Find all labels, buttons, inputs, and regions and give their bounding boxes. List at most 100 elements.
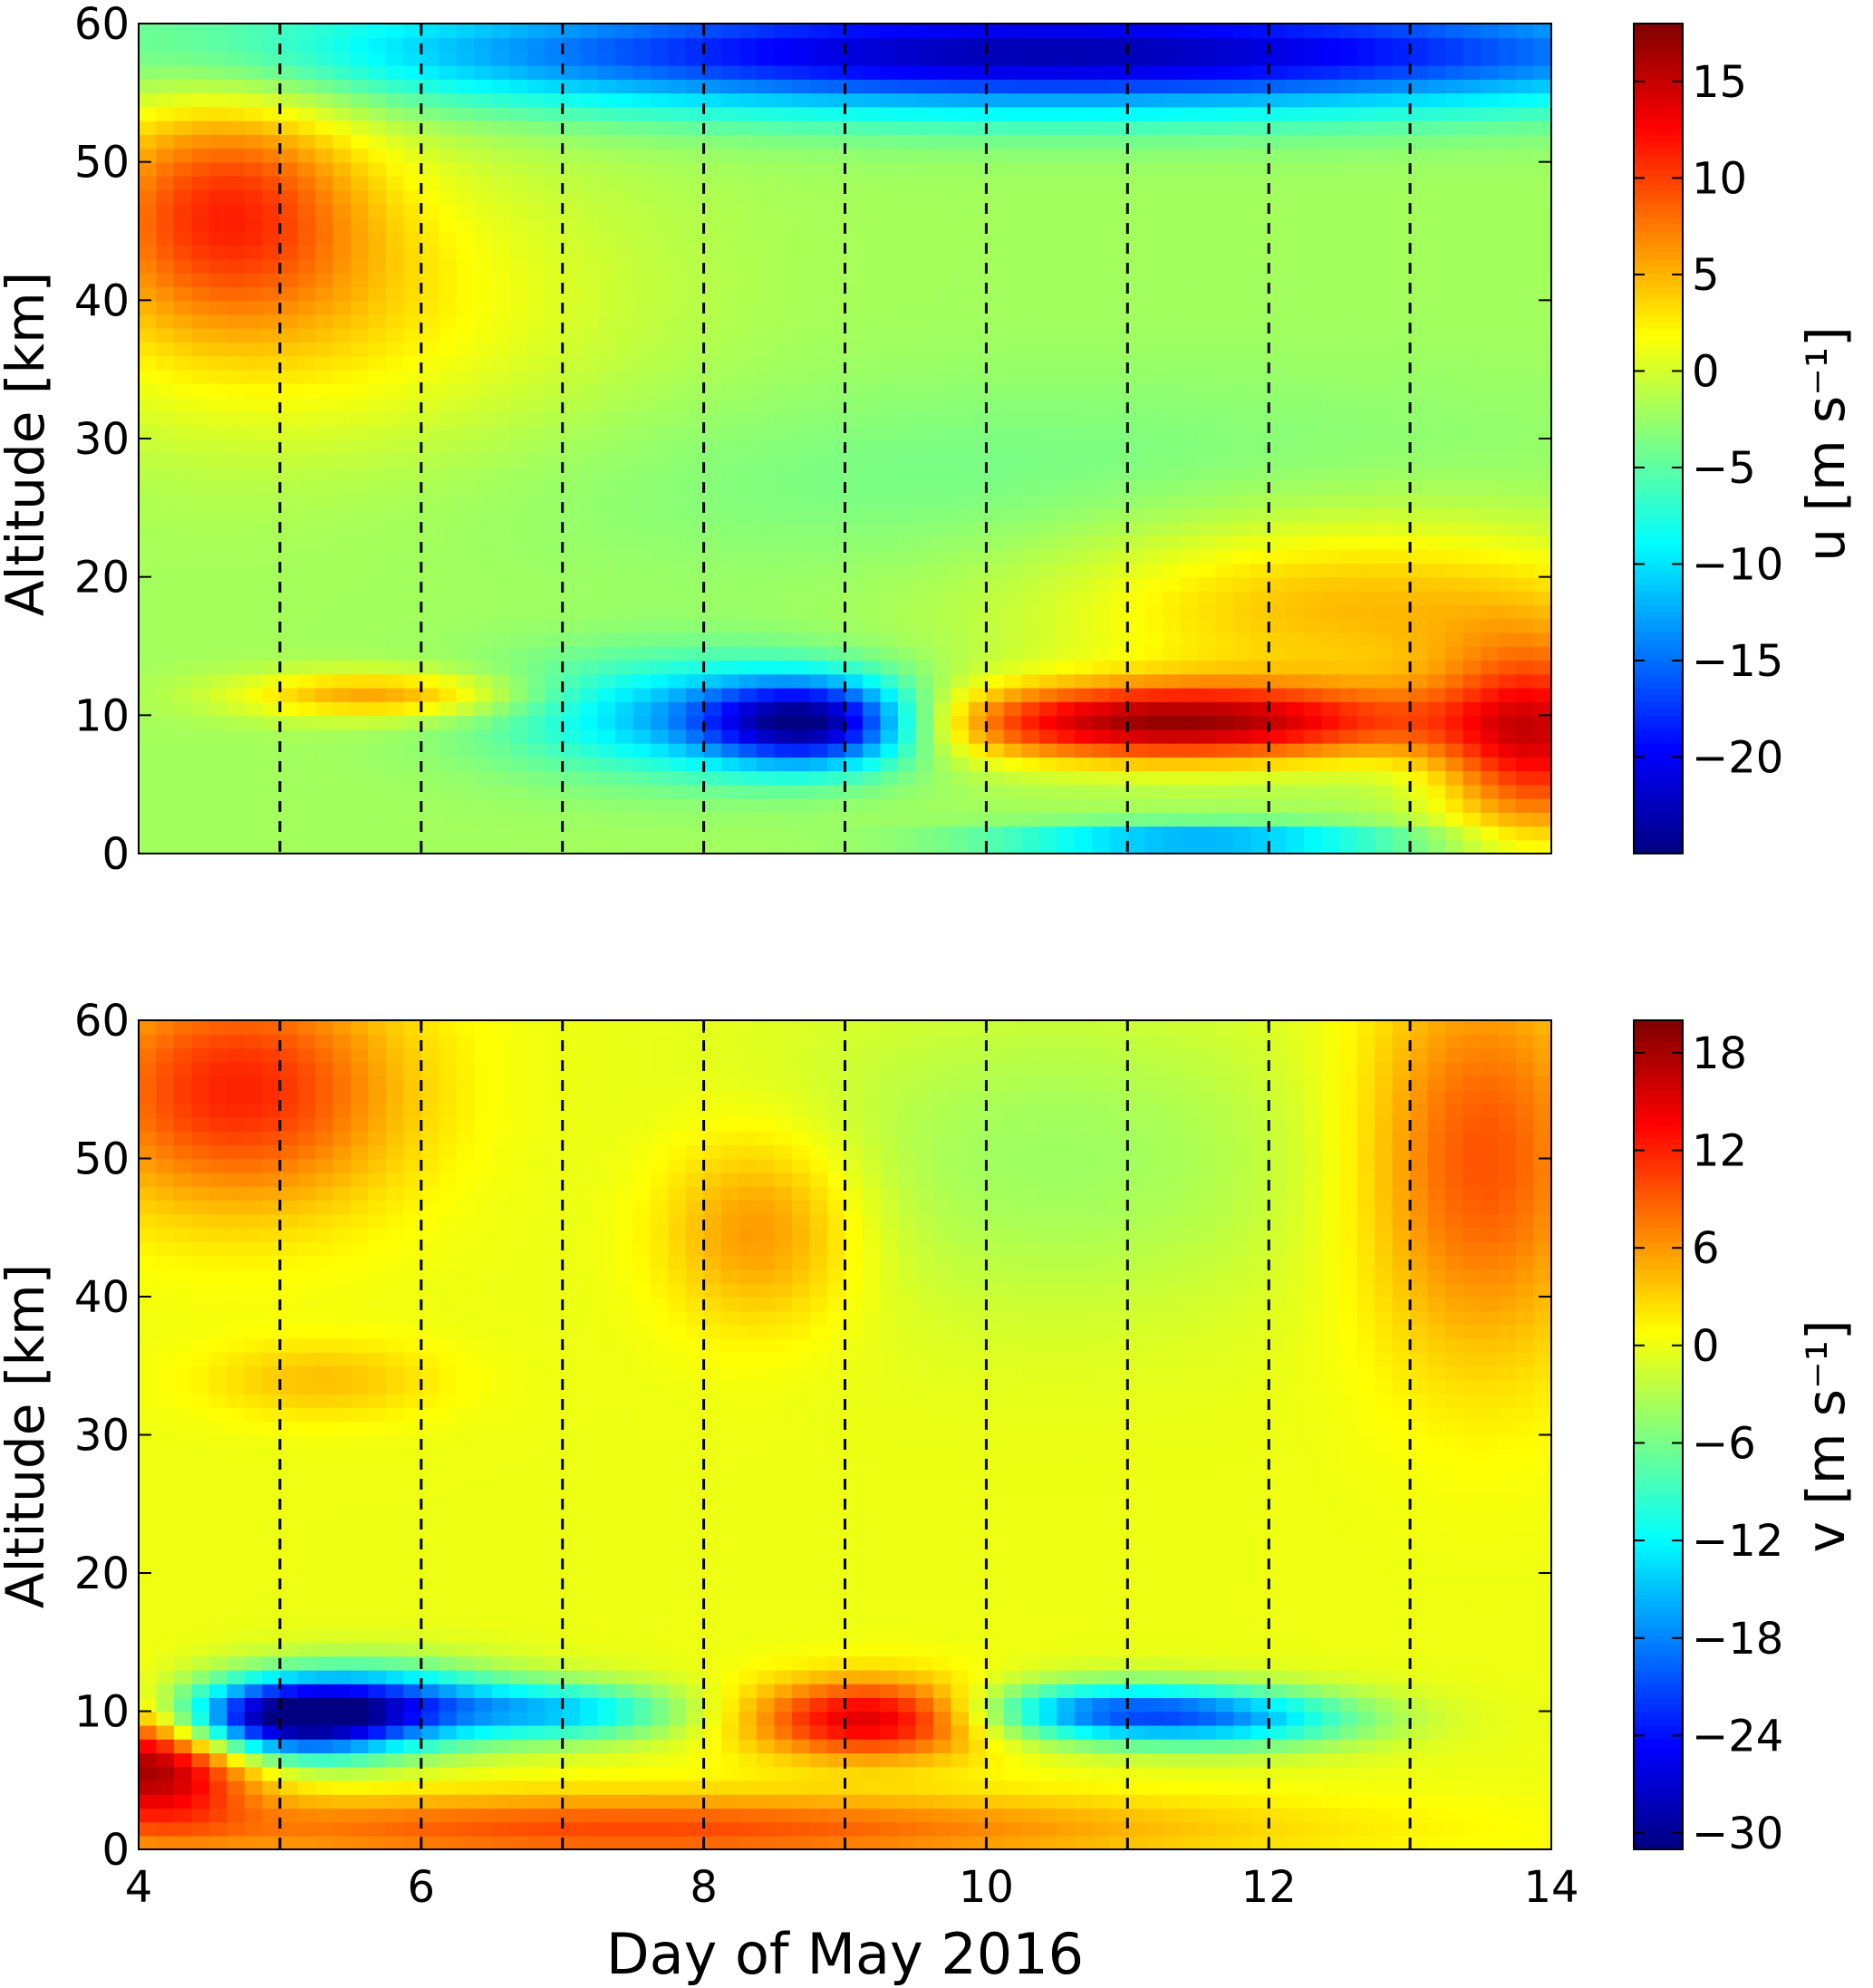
heatmap-cell: [809, 148, 828, 163]
heatmap-cell: [1057, 742, 1076, 758]
heatmap-cell: [1410, 189, 1429, 205]
heatmap-cell: [880, 231, 899, 246]
heatmap-cell: [509, 576, 528, 592]
heatmap-cell: [297, 355, 316, 371]
heatmap-cell: [1233, 784, 1252, 799]
heatmap-cell: [951, 203, 970, 218]
heatmap-cell: [1339, 314, 1358, 329]
heatmap-cell: [1233, 742, 1252, 758]
heatmap-cell: [915, 106, 934, 121]
heatmap-cell: [932, 175, 952, 190]
heatmap-cell: [491, 494, 511, 509]
heatmap-cell: [1074, 549, 1094, 565]
heatmap-cell: [1481, 549, 1500, 565]
heatmap-cell: [932, 410, 952, 426]
heatmap-cell: [845, 770, 864, 786]
heatmap-cell: [474, 231, 493, 246]
heatmap-cell: [385, 369, 405, 384]
heatmap-cell: [1163, 729, 1182, 744]
colorbar-segment: [1634, 479, 1683, 488]
heatmap-cell: [279, 161, 299, 177]
heatmap-cell: [279, 576, 299, 592]
heatmap-cell: [774, 590, 793, 605]
heatmap-cell: [1481, 757, 1500, 772]
heatmap-cell: [757, 494, 776, 509]
heatmap-cell: [986, 258, 1005, 274]
heatmap-cell: [368, 382, 387, 398]
heatmap-cell: [526, 37, 546, 53]
heatmap-cell: [1198, 51, 1217, 66]
heatmap-cell: [156, 479, 175, 495]
heatmap-cell: [191, 549, 210, 565]
heatmap-cell: [456, 37, 476, 53]
heatmap-cell: [509, 92, 528, 108]
heatmap-cell: [703, 300, 722, 315]
heatmap-cell: [845, 646, 864, 661]
heatmap-cell: [333, 507, 352, 523]
heatmap-cell: [1410, 106, 1429, 121]
heatmap-cell: [1445, 535, 1464, 550]
heatmap-cell: [562, 217, 581, 232]
heatmap-cell: [1074, 742, 1094, 758]
heatmap-cell: [968, 701, 988, 717]
heatmap-cell: [262, 51, 281, 66]
heatmap-cell: [1233, 466, 1252, 481]
heatmap-cell: [1250, 258, 1270, 274]
heatmap-cell: [1356, 563, 1376, 578]
heatmap-cell: [474, 120, 493, 135]
heatmap-cell: [333, 825, 352, 841]
heatmap-cell: [739, 245, 758, 260]
heatmap-cell: [880, 342, 899, 357]
heatmap-cell: [1074, 784, 1094, 799]
heatmap-cell: [262, 576, 281, 592]
heatmap-cell: [1286, 563, 1305, 578]
heatmap-cell: [491, 646, 511, 661]
heatmap-cell: [845, 452, 864, 468]
heatmap-cell: [491, 314, 511, 329]
heatmap-cell: [1392, 397, 1411, 412]
heatmap-cell: [1215, 618, 1235, 633]
heatmap-cell: [350, 742, 370, 758]
heatmap-cell: [262, 355, 281, 371]
heatmap-cell: [333, 24, 352, 39]
heatmap-cell: [474, 742, 493, 758]
heatmap-cell: [1250, 410, 1270, 426]
heatmap-cell: [1074, 397, 1094, 412]
heatmap-cell: [545, 590, 564, 605]
heatmap-cell: [1074, 217, 1094, 232]
heatmap-cell: [279, 314, 299, 329]
heatmap-cell: [244, 79, 264, 94]
heatmap-cell: [1198, 424, 1217, 439]
heatmap-cell: [474, 314, 493, 329]
colorbar-segment: [1634, 148, 1683, 156]
heatmap-cell: [932, 439, 952, 454]
heatmap-cell: [1163, 604, 1182, 620]
heatmap-cell: [845, 342, 864, 357]
heatmap-cell: [1250, 79, 1270, 94]
heatmap-cell: [1445, 327, 1464, 343]
heatmap-cell: [668, 203, 687, 218]
heatmap-cell: [915, 245, 934, 260]
heatmap-cell: [227, 825, 246, 841]
heatmap-cell: [350, 217, 370, 232]
heatmap-cell: [156, 784, 175, 799]
colorbar-segment: [1634, 445, 1683, 454]
y-tick-label: 10: [74, 690, 130, 741]
heatmap-cell: [827, 231, 846, 246]
heatmap-cell: [509, 37, 528, 53]
heatmap-cell: [526, 812, 546, 827]
heatmap-cell: [721, 660, 740, 675]
heatmap-cell: [615, 217, 634, 232]
heatmap-cell: [1481, 576, 1500, 592]
heatmap-cell: [739, 369, 758, 384]
heatmap-cell: [1038, 134, 1058, 150]
heatmap-cell: [1215, 757, 1235, 772]
heatmap-cell: [792, 231, 811, 246]
heatmap-cell: [757, 148, 776, 163]
heatmap-cell: [1233, 715, 1252, 730]
heatmap-cell: [1375, 24, 1394, 39]
heatmap-cell: [1375, 175, 1394, 190]
heatmap-cell: [403, 37, 422, 53]
heatmap-cell: [845, 92, 864, 108]
heatmap-cell: [1516, 549, 1535, 565]
